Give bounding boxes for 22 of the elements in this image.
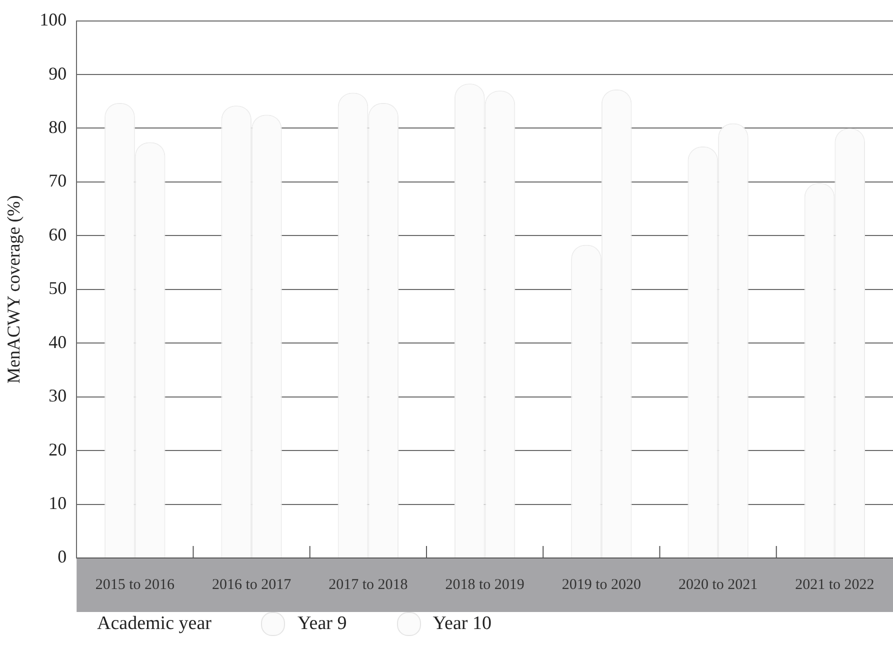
y-tick-label: 30: [48, 386, 67, 406]
y-tick-label: 40: [48, 332, 67, 352]
x-tick-label: 2019 to 2020: [562, 576, 642, 593]
x-tick-label: 2020 to 2021: [678, 576, 758, 593]
y-tick-label: 10: [48, 493, 67, 514]
y-tick-label: 100: [40, 10, 67, 30]
y-tick-label: 0: [58, 546, 67, 567]
y-tick-label: 20: [48, 439, 67, 460]
text: Year 9: [297, 613, 347, 635]
x-tick-label: 2016 to 2017: [212, 576, 292, 593]
y-tick-label: 70: [48, 170, 67, 191]
x-tick-label: 2018 to 2019: [445, 576, 524, 593]
text: Year 10: [432, 613, 492, 635]
y-tick-label: 80: [48, 116, 67, 137]
x-axis-title: Academic year: [97, 613, 212, 635]
y-axis-title: MenACWY coverage (%): [4, 195, 24, 384]
y-tick-label: 90: [48, 63, 67, 84]
x-tick-label: 2017 to 2018: [328, 576, 408, 593]
x-tick-label: 2021 to 2022: [795, 576, 874, 593]
y-tick-label: 50: [48, 278, 67, 298]
x-tick-label: 2015 to 2016: [95, 576, 175, 593]
y-tick-label: 60: [48, 224, 67, 244]
